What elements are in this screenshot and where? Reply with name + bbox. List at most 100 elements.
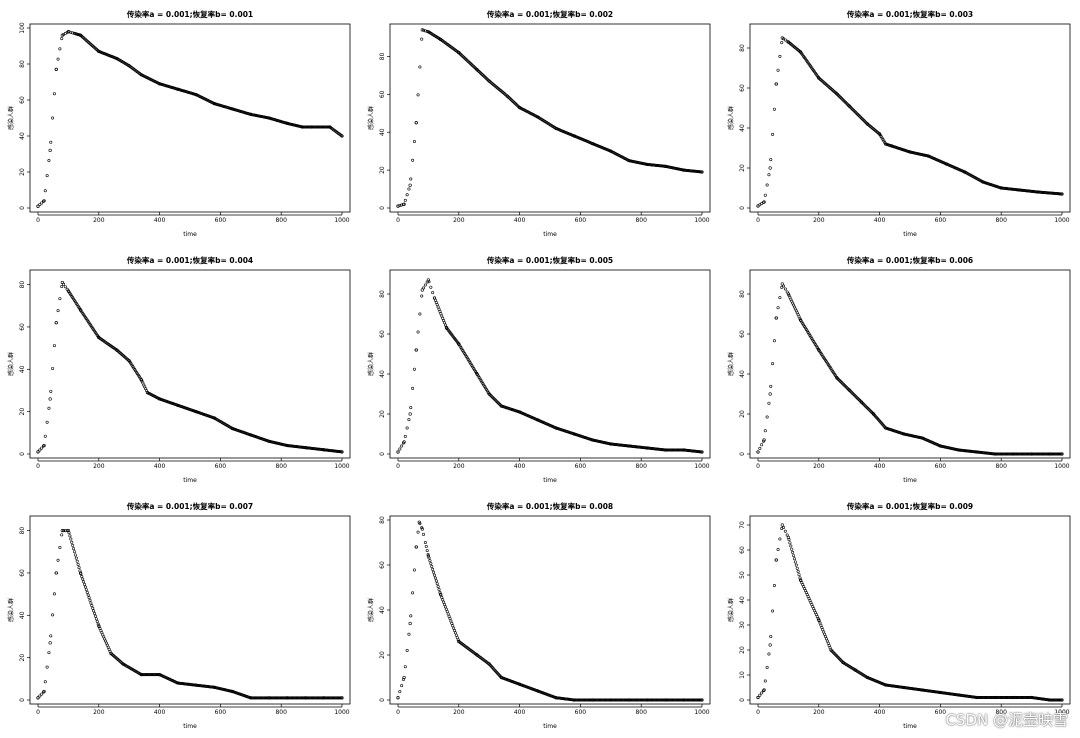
data-point xyxy=(771,132,775,136)
data-point xyxy=(453,631,457,635)
data-point xyxy=(620,698,624,702)
series-points xyxy=(36,30,344,208)
data-point xyxy=(655,698,659,702)
x-tick-label: 800 xyxy=(635,217,647,224)
data-point xyxy=(682,698,686,702)
plot-frame xyxy=(29,23,351,213)
data-point xyxy=(311,125,315,129)
data-point xyxy=(997,696,1001,700)
x-tick-label: 0 xyxy=(396,709,400,716)
data-point xyxy=(278,696,282,700)
data-point xyxy=(401,202,405,206)
data-point xyxy=(450,621,454,625)
data-point xyxy=(662,698,666,702)
data-point xyxy=(976,696,980,700)
data-point xyxy=(305,125,309,129)
data-point xyxy=(48,148,52,152)
y-axis-label: 感染人群 xyxy=(727,106,735,130)
data-point xyxy=(435,582,439,586)
y-tick-label: 20 xyxy=(739,646,746,654)
data-point xyxy=(71,543,75,547)
x-tick-label: 200 xyxy=(813,463,825,470)
data-point xyxy=(1055,698,1059,702)
y-axis-label: 感染人群 xyxy=(727,352,735,376)
data-point xyxy=(1045,452,1049,456)
data-point xyxy=(991,696,995,700)
chart-title: 传染率a = 0.001;恢复率b= 0.003 xyxy=(846,9,973,19)
data-point xyxy=(658,698,662,702)
y-tick-label: 20 xyxy=(19,654,26,662)
data-point xyxy=(771,609,775,613)
data-point xyxy=(997,452,1001,456)
data-point xyxy=(1012,696,1016,700)
data-point xyxy=(631,698,635,702)
data-point xyxy=(763,429,767,433)
data-point xyxy=(83,585,87,589)
watermark: CSDN @泥壶映雪 xyxy=(945,711,1068,729)
data-point xyxy=(1027,452,1031,456)
data-point xyxy=(776,68,780,72)
data-point xyxy=(333,696,337,700)
data-point xyxy=(315,125,319,129)
data-point xyxy=(795,566,799,570)
data-point xyxy=(431,567,435,571)
data-point xyxy=(426,554,430,558)
data-point xyxy=(145,673,149,677)
data-point xyxy=(440,595,444,599)
y-tick-label: 40 xyxy=(739,370,746,378)
data-point xyxy=(992,696,996,700)
data-point xyxy=(335,696,339,700)
data-point xyxy=(1026,452,1030,456)
x-tick-label: 600 xyxy=(575,463,587,470)
data-point xyxy=(409,406,413,410)
data-point xyxy=(778,54,782,58)
data-point xyxy=(325,696,329,700)
data-point xyxy=(420,294,424,298)
data-point xyxy=(1004,452,1008,456)
data-point xyxy=(47,651,51,655)
data-point xyxy=(43,434,47,438)
data-point xyxy=(68,534,72,538)
y-tick-label: 20 xyxy=(19,168,26,176)
data-point xyxy=(253,696,257,700)
data-point xyxy=(597,698,601,702)
data-point xyxy=(1049,452,1053,456)
data-point xyxy=(681,448,685,452)
data-point xyxy=(318,696,322,700)
data-point xyxy=(792,557,796,561)
data-point xyxy=(45,174,49,178)
y-tick-label: 30 xyxy=(739,621,746,629)
data-point xyxy=(58,47,62,51)
data-point xyxy=(429,285,433,289)
data-point xyxy=(96,622,100,626)
data-point xyxy=(306,125,310,129)
y-tick-label: 80 xyxy=(19,527,26,535)
data-point xyxy=(683,698,687,702)
data-point xyxy=(592,698,596,702)
data-point xyxy=(304,125,308,129)
data-point xyxy=(84,588,88,592)
data-point xyxy=(328,696,332,700)
data-point xyxy=(302,125,306,129)
data-point xyxy=(761,200,765,204)
data-point xyxy=(300,696,304,700)
series-points xyxy=(396,520,704,702)
data-point xyxy=(282,696,286,700)
data-point xyxy=(416,330,420,334)
data-point xyxy=(452,626,456,630)
data-point xyxy=(763,679,767,683)
x-tick-label: 0 xyxy=(36,709,40,716)
data-point xyxy=(444,607,448,611)
data-point xyxy=(1013,696,1017,700)
data-point xyxy=(312,125,316,129)
data-point xyxy=(411,386,415,390)
data-point xyxy=(1020,452,1024,456)
data-point xyxy=(679,448,683,452)
data-point xyxy=(756,696,760,700)
data-point xyxy=(336,696,340,700)
data-point xyxy=(979,696,983,700)
x-tick-label: 200 xyxy=(93,709,105,716)
data-point xyxy=(400,444,404,448)
data-point xyxy=(52,344,56,348)
data-point xyxy=(1039,452,1043,456)
